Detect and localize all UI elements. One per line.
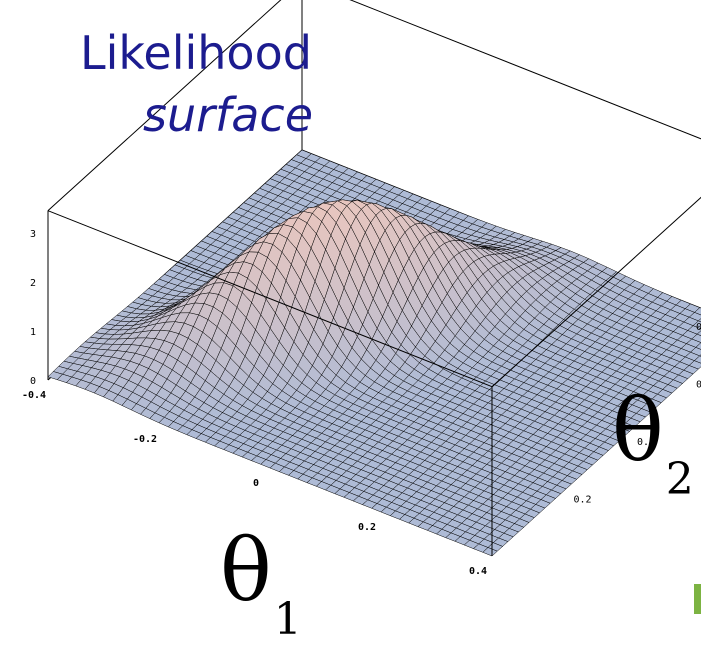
x-tick-label: -0.4 bbox=[22, 390, 46, 401]
surface-mesh bbox=[48, 150, 701, 556]
x-axis-label-symbol: θ bbox=[220, 521, 272, 621]
y-axis-label-subscript: 2 bbox=[666, 454, 694, 505]
x-tick-label: -0.2 bbox=[133, 434, 157, 445]
x-tick-label: 0.4 bbox=[469, 566, 487, 577]
z-tick-label: 3 bbox=[30, 229, 36, 240]
y-axis-label: θ2 bbox=[612, 388, 692, 474]
x-axis-label: θ1 bbox=[220, 528, 300, 614]
y-tick-label: 0.6 bbox=[696, 380, 701, 391]
y-tick-label: 0.8 bbox=[696, 322, 701, 333]
x-tick-label: 0 bbox=[253, 478, 259, 489]
chart-title-line-1: Likelihood bbox=[80, 30, 312, 76]
x-tick-label: 0.2 bbox=[358, 522, 376, 533]
y-tick-label: 0.2 bbox=[574, 495, 592, 506]
y-axis-label-symbol: θ bbox=[612, 381, 664, 481]
x-axis-label-subscript: 1 bbox=[274, 594, 302, 645]
z-tick-label: 2 bbox=[30, 278, 36, 289]
z-tick-label: 1 bbox=[30, 327, 36, 338]
box-edge-top-back bbox=[302, 0, 701, 157]
clipped-decoration bbox=[694, 584, 701, 614]
z-tick-label: 0 bbox=[30, 376, 36, 387]
chart-title-line-2: surface bbox=[143, 92, 313, 138]
